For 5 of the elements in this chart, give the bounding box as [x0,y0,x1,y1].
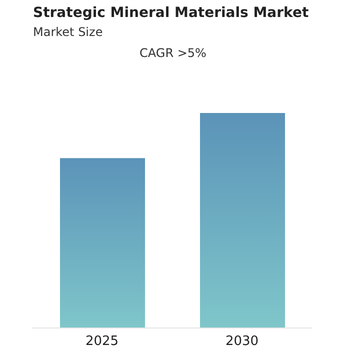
x-tick-label: 2030 [225,334,259,350]
x-tick-label: 2025 [85,334,119,350]
chart-subtitle: Market Size [33,25,103,39]
text: CAGR >5% [138,46,208,60]
chart-title: Strategic Mineral Materials Market [33,5,309,21]
